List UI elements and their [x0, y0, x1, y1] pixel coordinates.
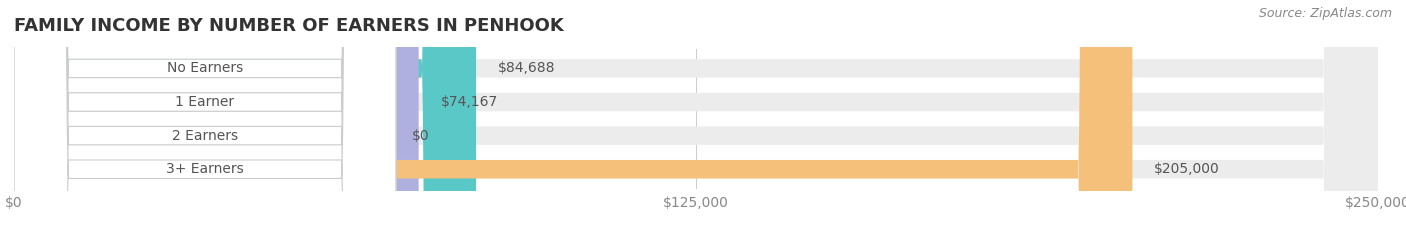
- FancyBboxPatch shape: [14, 0, 1132, 233]
- FancyBboxPatch shape: [14, 0, 396, 233]
- Text: $74,167: $74,167: [440, 95, 498, 109]
- FancyBboxPatch shape: [14, 0, 477, 233]
- FancyBboxPatch shape: [14, 0, 1378, 233]
- Text: $84,688: $84,688: [498, 62, 555, 75]
- Text: No Earners: No Earners: [167, 62, 243, 75]
- Text: 3+ Earners: 3+ Earners: [166, 162, 243, 176]
- Text: 2 Earners: 2 Earners: [172, 129, 238, 143]
- Text: $205,000: $205,000: [1154, 162, 1220, 176]
- FancyBboxPatch shape: [14, 0, 419, 233]
- Text: $0: $0: [412, 129, 430, 143]
- FancyBboxPatch shape: [14, 0, 1378, 233]
- FancyBboxPatch shape: [14, 0, 396, 233]
- FancyBboxPatch shape: [14, 0, 1378, 233]
- FancyBboxPatch shape: [14, 0, 396, 233]
- Text: Source: ZipAtlas.com: Source: ZipAtlas.com: [1258, 7, 1392, 20]
- Text: FAMILY INCOME BY NUMBER OF EARNERS IN PENHOOK: FAMILY INCOME BY NUMBER OF EARNERS IN PE…: [14, 17, 564, 35]
- FancyBboxPatch shape: [14, 0, 1378, 233]
- Text: 1 Earner: 1 Earner: [176, 95, 235, 109]
- FancyBboxPatch shape: [14, 0, 396, 233]
